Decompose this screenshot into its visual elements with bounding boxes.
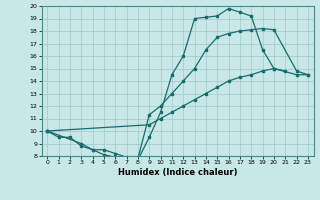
X-axis label: Humidex (Indice chaleur): Humidex (Indice chaleur): [118, 168, 237, 177]
